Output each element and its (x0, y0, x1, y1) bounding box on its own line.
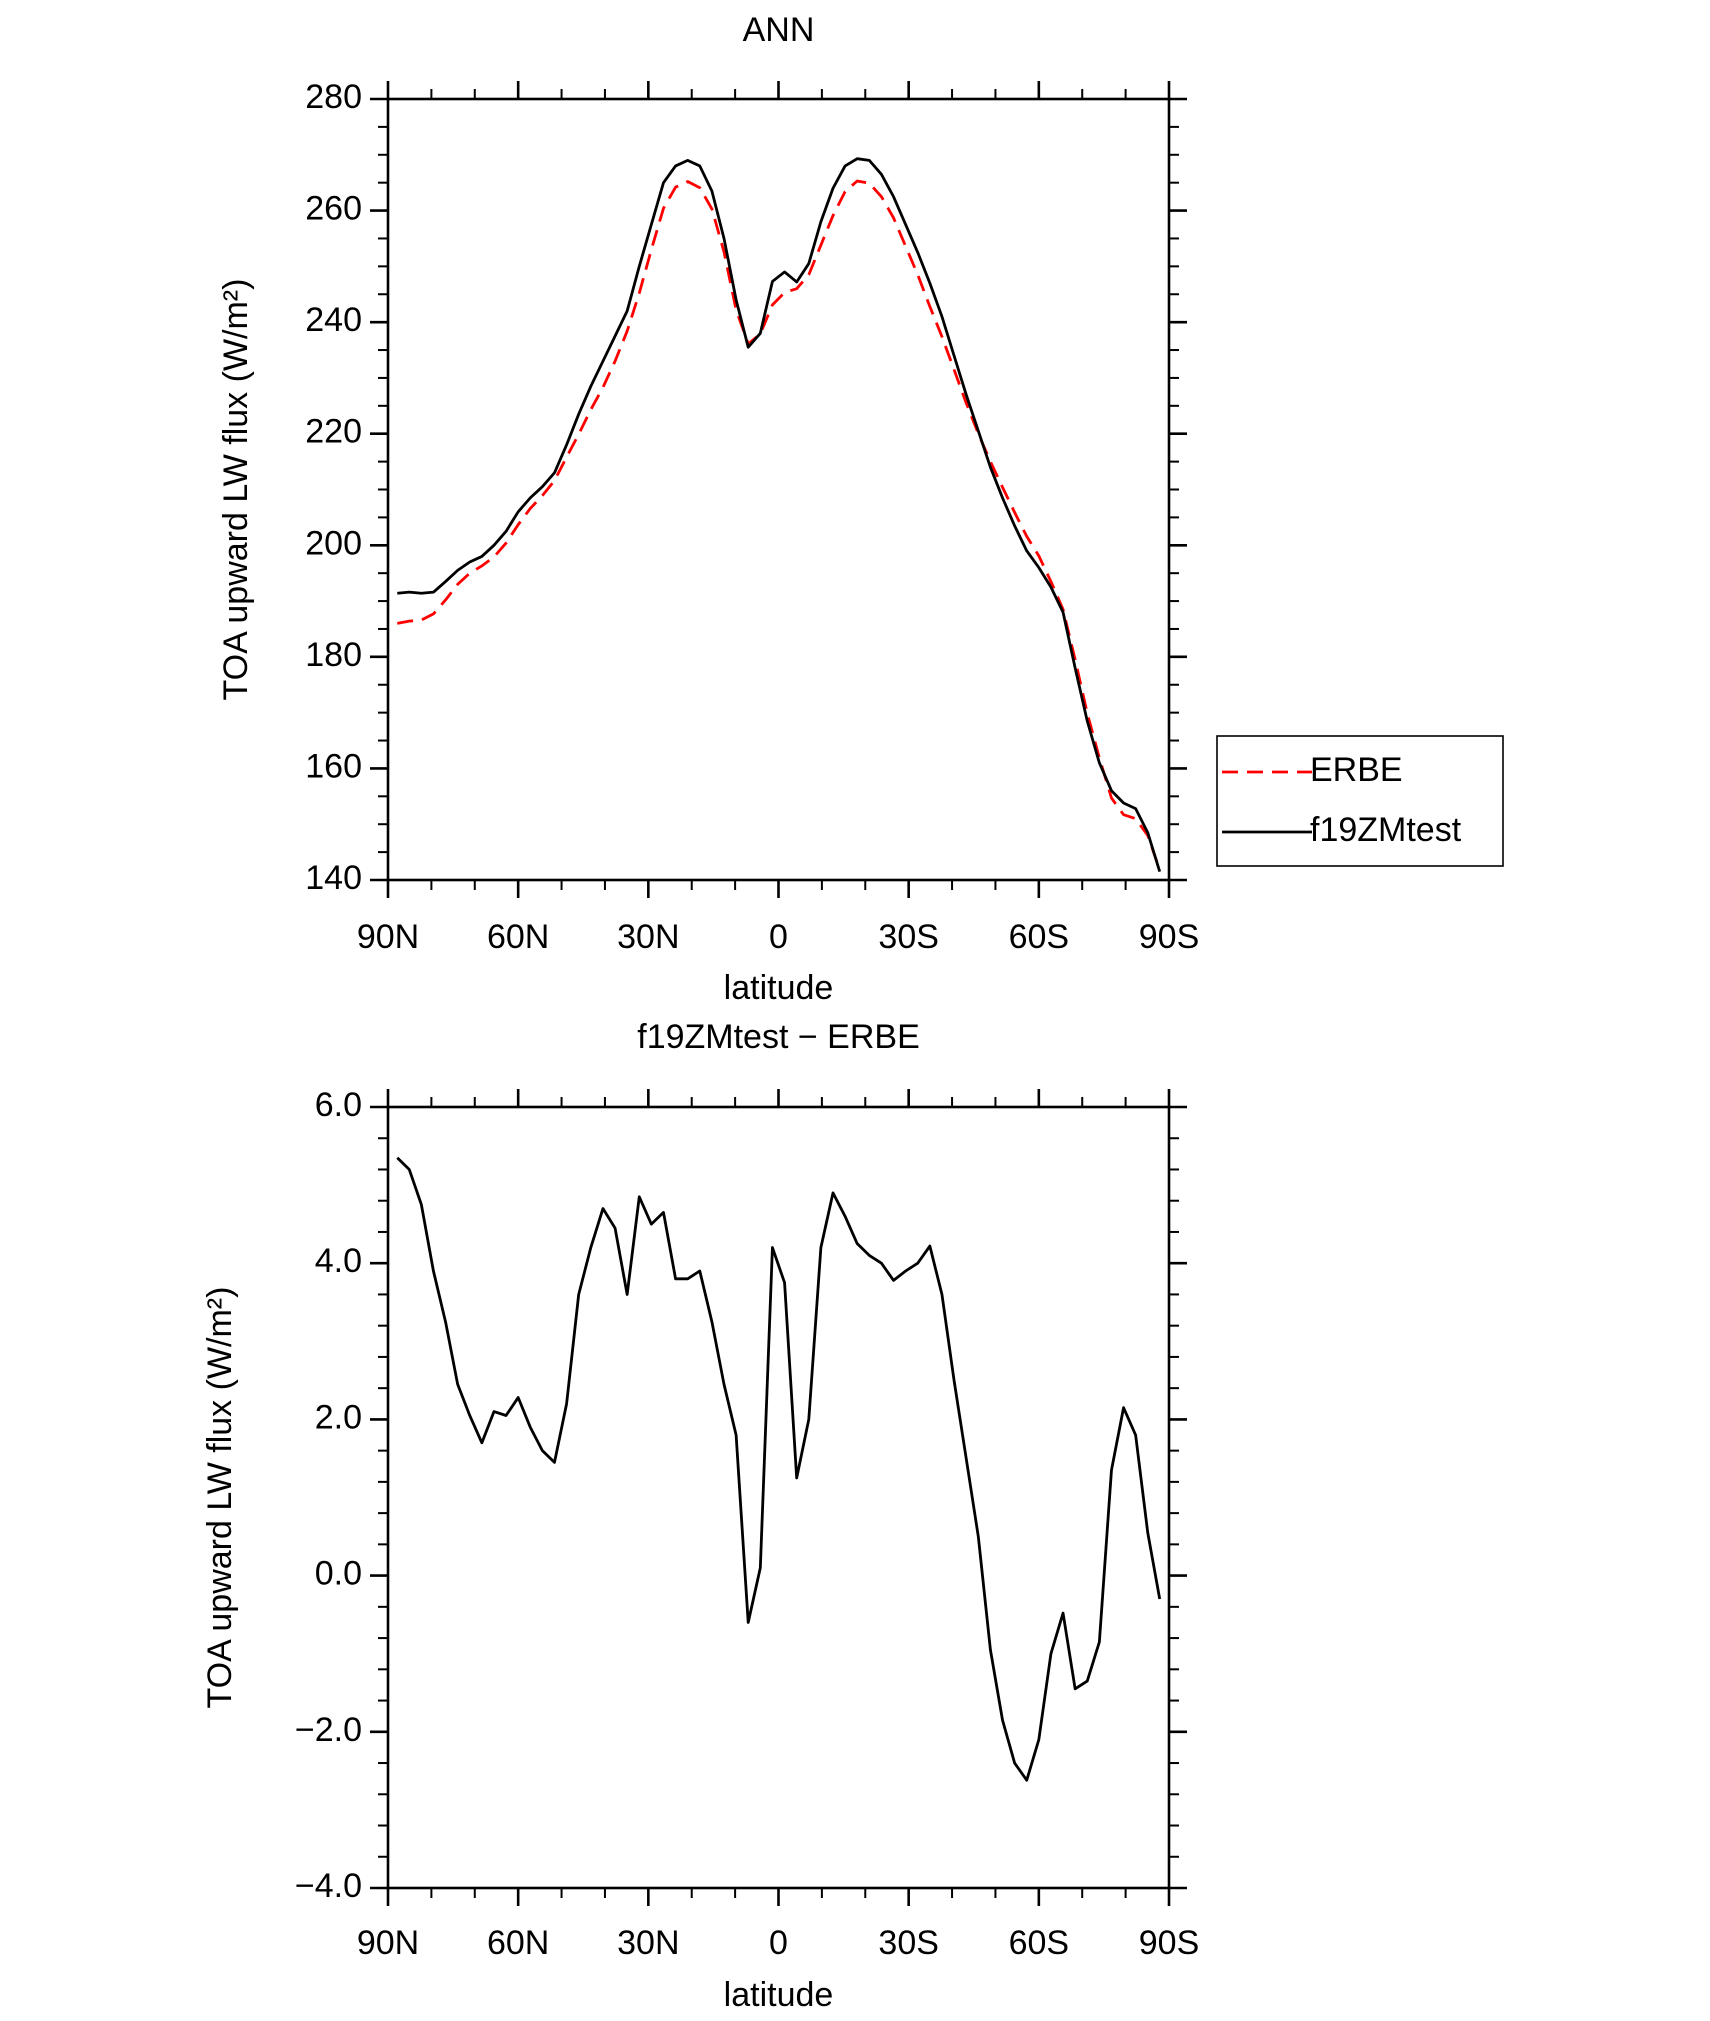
legend-box (1216, 735, 1504, 867)
x-axis-title: latitude (724, 1976, 834, 2014)
x-tick-label: 0 (769, 1924, 788, 1962)
y-axis-title: TOA upward LW flux (W/m²) (217, 279, 255, 701)
x-tick-label: 60S (1009, 918, 1070, 956)
plot-frame (386, 1105, 1171, 1890)
y-tick-label: 220 (305, 413, 362, 451)
y-tick-label: −2.0 (295, 1711, 362, 1749)
y-axis-title: TOA upward LW flux (W/m²) (201, 1287, 239, 1709)
legend-label: ERBE (1310, 751, 1403, 789)
y-tick-label: 180 (305, 636, 362, 674)
chart-title: f19ZMtest − ERBE (637, 1018, 920, 1056)
x-tick-label: 90N (357, 1924, 419, 1962)
y-tick-label: 0.0 (315, 1555, 362, 1593)
y-tick-label: 280 (305, 78, 362, 116)
x-tick-label: 30N (617, 918, 679, 956)
x-tick-label: 90S (1139, 918, 1200, 956)
data-line (397, 157, 1162, 873)
x-tick-label: 30N (617, 1924, 679, 1962)
y-tick-label: 2.0 (315, 1398, 362, 1436)
x-tick-label: 30S (878, 1924, 939, 1962)
y-tick-label: 200 (305, 524, 362, 562)
y-tick-label: 140 (305, 859, 362, 897)
x-axis-title: latitude (724, 969, 834, 1007)
y-tick-label: 240 (305, 301, 362, 339)
legend-label: f19ZMtest (1310, 811, 1462, 849)
y-tick-label: 160 (305, 747, 362, 785)
x-tick-label: 90S (1139, 1924, 1200, 1962)
y-tick-label: 6.0 (315, 1086, 362, 1124)
x-tick-label: 0 (769, 918, 788, 956)
x-tick-label: 30S (878, 918, 939, 956)
x-tick-label: 60N (487, 918, 549, 956)
data-line (396, 1156, 1162, 1782)
y-tick-label: −4.0 (295, 1867, 362, 1905)
x-tick-label: 90N (357, 918, 419, 956)
x-tick-label: 60N (487, 1924, 549, 1962)
chart-title: ANN (743, 11, 815, 49)
x-tick-label: 60S (1009, 1924, 1070, 1962)
data-line (397, 179, 1162, 871)
y-tick-label: 260 (305, 190, 362, 228)
y-tick-label: 4.0 (315, 1242, 362, 1280)
plot-frame (386, 97, 1171, 882)
